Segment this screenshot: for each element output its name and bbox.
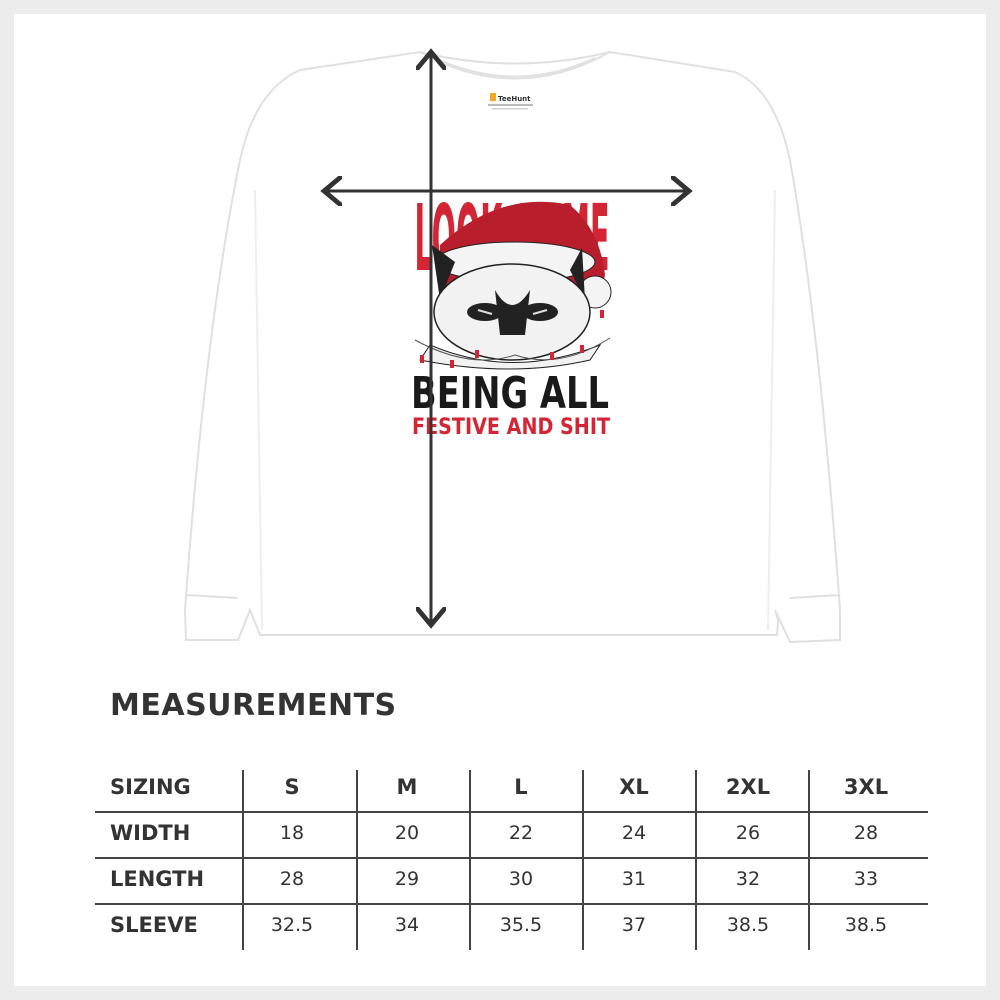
table-cell: 28 [279,868,305,890]
table-cell: 29 [394,868,420,890]
column-divider [356,770,358,950]
table-cell: 24 [621,822,647,844]
column-divider [469,770,471,950]
neck-label: TeeHunt [488,93,533,110]
header-size: 2XL [725,775,771,799]
brand-label-text: TeeHunt [498,95,531,103]
column-divider [582,770,584,950]
table-cell: 34 [394,914,420,936]
print-line-2: BEING ALL [411,368,609,419]
header-size: XL [619,775,649,799]
row-divider [95,811,928,813]
table-cell: 35.5 [499,914,543,936]
header-sizing: SIZING [110,775,191,799]
table-cell: 33 [853,868,879,890]
column-divider [808,770,810,950]
row-label: WIDTH [110,821,191,845]
table-cell: 26 [735,822,761,844]
column-divider [695,770,697,950]
row-divider [95,857,928,859]
grumpy-cat-illustration [414,201,612,370]
table-cell: 18 [279,822,305,844]
row-divider [95,903,928,905]
table-cell: 30 [508,868,534,890]
header-size: 3XL [843,775,889,799]
measurements-title: MEASUREMENTS [110,688,397,723]
table-cell: 31 [621,868,647,890]
column-divider [242,770,244,950]
table-cell: 28 [853,822,879,844]
table-cell: 20 [394,822,420,844]
table-cell: 38.5 [844,914,888,936]
print-line-3: FESTIVE AND SHIT [412,415,610,440]
header-size: M [396,775,418,799]
header-size: L [514,775,528,799]
table-cell: 32 [735,868,761,890]
table-cell: 38.5 [726,914,770,936]
shirt-print-design: LOOK AT ME BEING ALL FESTIVE AND SHIT [411,185,612,440]
table-cell: 37 [621,914,647,936]
row-label: LENGTH [110,867,205,891]
header-size: S [284,775,300,799]
table-cell: 22 [508,822,534,844]
table-cell: 32.5 [270,914,314,936]
row-label: SLEEVE [110,913,198,937]
